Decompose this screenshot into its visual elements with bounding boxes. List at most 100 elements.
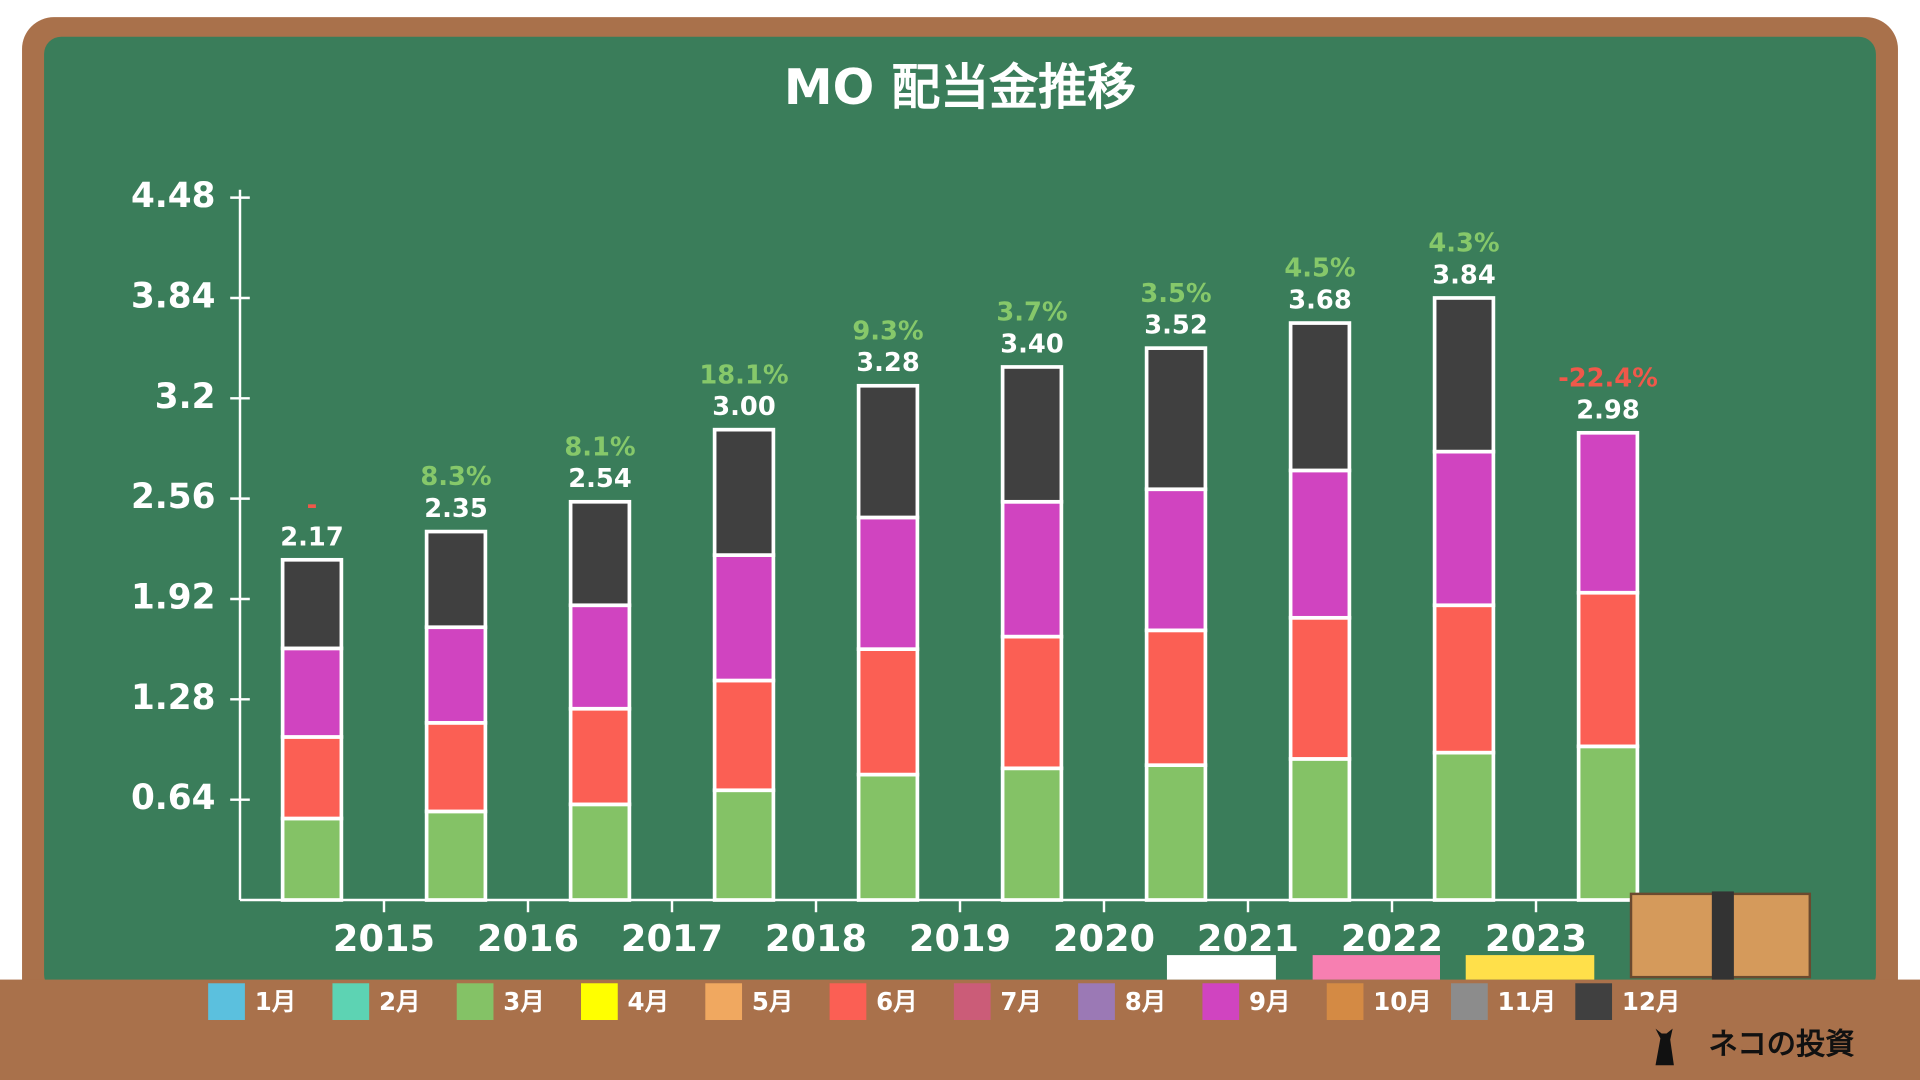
- legend-swatch: [1202, 983, 1240, 1020]
- x-tick-label: 2015: [333, 917, 435, 960]
- bar-segment: [712, 788, 776, 902]
- total-label: 3.84: [1432, 260, 1495, 290]
- chalkboard: [44, 36, 1876, 992]
- bar-segment: [568, 802, 632, 902]
- bar-segment: [1288, 468, 1352, 620]
- legend-label: 4月: [628, 987, 670, 1016]
- growth-label: -22.4%: [1558, 363, 1658, 393]
- x-tick-label: 2021: [1197, 917, 1299, 960]
- y-tick-label: 1.92: [131, 577, 216, 617]
- legend-swatch: [581, 983, 618, 1020]
- bar-segment: [568, 603, 632, 711]
- bar-segment: [856, 772, 920, 902]
- bar-segment: [568, 499, 632, 608]
- bar-segment: [1144, 628, 1208, 768]
- bar-segment: [712, 427, 776, 557]
- legend-swatch: [1575, 983, 1613, 1020]
- bar-segment: [1144, 346, 1208, 492]
- bar-segment: [280, 557, 344, 651]
- chalk-pink: [1312, 955, 1440, 980]
- x-tick-label: 2022: [1341, 917, 1443, 960]
- total-label: 2.98: [1576, 395, 1639, 425]
- bar-segment: [1000, 365, 1064, 504]
- bar-segment: [1000, 634, 1064, 771]
- chalk-yellow: [1465, 955, 1595, 980]
- total-label: 2.35: [424, 494, 487, 524]
- legend-label: 7月: [1000, 987, 1042, 1016]
- growth-label: 3.7%: [996, 298, 1067, 328]
- y-tick-label: 3.84: [131, 276, 216, 316]
- growth-label: 18.1%: [699, 360, 788, 390]
- legend-label: 3月: [503, 987, 545, 1016]
- bar-segment: [1000, 766, 1064, 902]
- legend-swatch: [705, 983, 743, 1020]
- chart-title: MO 配当金推移: [784, 59, 1136, 116]
- x-tick-label: 2020: [1053, 917, 1155, 960]
- growth-label: 8.1%: [564, 432, 635, 462]
- bar-segment: [1576, 590, 1640, 749]
- bar-segment: [712, 678, 776, 793]
- growth-label: 4.5%: [1284, 254, 1355, 284]
- bar-segment: [1288, 321, 1352, 473]
- y-tick-label: 2.56: [131, 477, 216, 517]
- legend-swatch: [208, 983, 245, 1020]
- bar-segment: [1288, 615, 1352, 761]
- legend-label: 10月: [1373, 987, 1432, 1016]
- legend-swatch: [953, 983, 991, 1020]
- legend-swatch: [1078, 983, 1115, 1020]
- bar-segment: [424, 625, 488, 725]
- total-label: 3.00: [712, 392, 775, 422]
- bar-segment: [1144, 763, 1208, 902]
- bar-segment: [1432, 603, 1496, 755]
- legend-label: 1月: [255, 987, 297, 1016]
- legend-swatch: [456, 983, 494, 1020]
- growth-label: 4.3%: [1428, 229, 1499, 259]
- legend: 1月 2月 3月 4月 5月 6月 7月 8月 9月 10月 11月 12月: [208, 983, 1680, 1020]
- bar-segment: [856, 383, 920, 520]
- legend-label: 2月: [379, 987, 421, 1016]
- legend-label: 8月: [1125, 987, 1167, 1016]
- legend-label: 12月: [1622, 987, 1681, 1016]
- bar-segment: [280, 646, 344, 739]
- legend-label: 11月: [1498, 987, 1557, 1016]
- bar-segment: [1432, 750, 1496, 902]
- legend-swatch: [332, 983, 370, 1020]
- bar-segment: [1576, 430, 1640, 595]
- x-tick-label: 2018: [765, 917, 867, 960]
- y-tick-label: 4.48: [131, 176, 216, 216]
- x-tick-label: 2017: [621, 917, 723, 960]
- chalk-white: [1166, 955, 1276, 980]
- total-label: 3.28: [856, 348, 919, 378]
- growth-label: 9.3%: [852, 316, 923, 346]
- x-tick-label: 2016: [477, 917, 579, 960]
- bar-segment: [568, 706, 632, 807]
- total-label: 2.54: [568, 464, 631, 494]
- bar-segment: [856, 647, 920, 777]
- plot: 0.64 1.28 1.92 2.56 3.2 3.84 4.48 2015 2.17- 2016…: [131, 176, 1731, 960]
- bar-segment: [1432, 296, 1496, 454]
- y-tick-label: 1.28: [131, 678, 216, 718]
- x-tick-label: 2019: [909, 917, 1011, 960]
- total-label: 3.68: [1288, 286, 1351, 316]
- growth-label: -: [307, 490, 318, 520]
- bar-segment: [280, 816, 344, 902]
- bar-segment: [712, 553, 776, 683]
- bar-segment: [424, 721, 488, 814]
- legend-label: 6月: [876, 987, 918, 1016]
- total-label: 3.40: [1000, 329, 1063, 359]
- x-tick-label: 2023: [1485, 917, 1587, 960]
- legend-swatch: [1326, 983, 1364, 1020]
- growth-label: 8.3%: [420, 462, 491, 492]
- bar-segment: [1432, 449, 1496, 608]
- bar-segment: [280, 735, 344, 821]
- bar-segment: [1576, 744, 1640, 902]
- total-label: 2.17: [280, 522, 343, 552]
- bar-segment: [1144, 487, 1208, 633]
- total-label: 3.52: [1144, 311, 1207, 341]
- bar-segment: [424, 809, 488, 902]
- y-tick-label: 3.2: [155, 377, 216, 417]
- legend-swatch: [1451, 983, 1488, 1020]
- legend-label: 9月: [1249, 987, 1291, 1016]
